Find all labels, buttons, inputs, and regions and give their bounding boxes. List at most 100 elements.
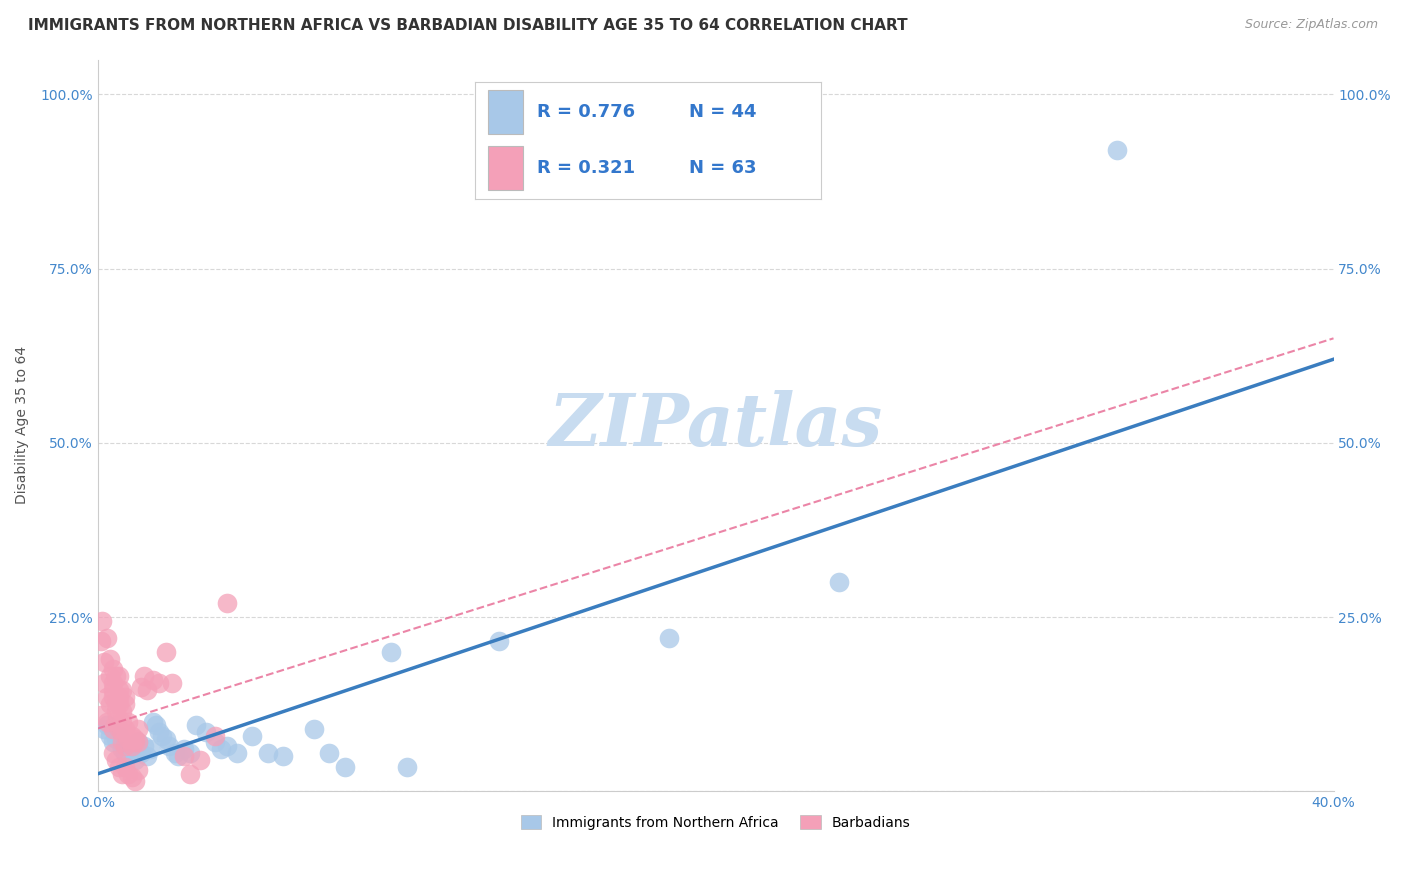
Point bbox=[188, 753, 211, 767]
Point bbox=[204, 729, 226, 743]
Point bbox=[117, 731, 139, 746]
Point bbox=[105, 714, 128, 729]
Text: IMMIGRANTS FROM NORTHERN AFRICA VS BARBADIAN DISABILITY AGE 35 TO 64 CORRELATION: IMMIGRANTS FROM NORTHERN AFRICA VS BARBA… bbox=[28, 18, 908, 33]
Point bbox=[101, 722, 124, 736]
Legend: Immigrants from Northern Africa, Barbadians: Immigrants from Northern Africa, Barbadi… bbox=[515, 810, 917, 836]
Point bbox=[108, 683, 131, 698]
Point bbox=[142, 714, 165, 729]
Point bbox=[96, 631, 118, 645]
Point bbox=[114, 760, 136, 774]
Point bbox=[96, 718, 118, 732]
Point bbox=[142, 673, 165, 687]
Point bbox=[240, 729, 263, 743]
Point bbox=[111, 683, 134, 698]
Point bbox=[179, 767, 201, 781]
Point bbox=[101, 746, 124, 760]
Point bbox=[1107, 143, 1129, 157]
Point bbox=[96, 690, 118, 705]
Point bbox=[108, 690, 131, 705]
Point bbox=[148, 725, 170, 739]
Point bbox=[127, 722, 149, 736]
Point bbox=[124, 735, 146, 749]
Point bbox=[108, 722, 131, 736]
Point bbox=[93, 722, 115, 736]
Point bbox=[160, 676, 183, 690]
Point bbox=[105, 731, 128, 746]
Point bbox=[828, 575, 851, 590]
Point bbox=[173, 749, 195, 764]
Point bbox=[121, 742, 143, 756]
Point bbox=[124, 731, 146, 746]
Text: Source: ZipAtlas.com: Source: ZipAtlas.com bbox=[1244, 18, 1378, 31]
Point bbox=[96, 714, 118, 729]
Point bbox=[333, 760, 356, 774]
Point bbox=[111, 742, 134, 756]
Point bbox=[194, 725, 217, 739]
Point bbox=[271, 749, 294, 764]
Point bbox=[108, 729, 131, 743]
Point bbox=[124, 773, 146, 788]
Point bbox=[136, 683, 159, 698]
Point bbox=[186, 718, 208, 732]
Point bbox=[91, 614, 114, 628]
Point bbox=[101, 662, 124, 676]
Point bbox=[117, 714, 139, 729]
Point bbox=[179, 746, 201, 760]
Point bbox=[167, 749, 190, 764]
Point bbox=[98, 669, 121, 683]
Point bbox=[139, 742, 162, 756]
Point bbox=[101, 690, 124, 705]
Point bbox=[173, 742, 195, 756]
Point bbox=[98, 729, 121, 743]
Point bbox=[111, 725, 134, 739]
Point bbox=[93, 676, 115, 690]
Point bbox=[225, 746, 247, 760]
Point bbox=[101, 735, 124, 749]
Point bbox=[108, 669, 131, 683]
Point bbox=[157, 739, 180, 753]
Point bbox=[155, 645, 177, 659]
Point bbox=[658, 631, 681, 645]
Point bbox=[121, 729, 143, 743]
Point bbox=[302, 722, 325, 736]
Point bbox=[98, 697, 121, 711]
Text: ZIPatlas: ZIPatlas bbox=[548, 390, 883, 461]
Point bbox=[136, 749, 159, 764]
Point bbox=[90, 634, 112, 648]
Point bbox=[101, 676, 124, 690]
Point bbox=[129, 746, 152, 760]
Point bbox=[121, 770, 143, 784]
Point bbox=[111, 714, 134, 729]
Point bbox=[152, 729, 174, 743]
Point bbox=[124, 753, 146, 767]
Point bbox=[114, 722, 136, 736]
Point bbox=[105, 753, 128, 767]
Point bbox=[111, 767, 134, 781]
Point bbox=[395, 760, 418, 774]
Point bbox=[121, 739, 143, 753]
Point bbox=[117, 767, 139, 781]
Point bbox=[204, 735, 226, 749]
Point bbox=[209, 742, 232, 756]
Point bbox=[132, 669, 155, 683]
Point bbox=[101, 683, 124, 698]
Point bbox=[127, 764, 149, 778]
Point bbox=[132, 739, 155, 753]
Point bbox=[148, 676, 170, 690]
Point bbox=[111, 704, 134, 718]
Point bbox=[114, 697, 136, 711]
Point bbox=[145, 718, 167, 732]
Point bbox=[105, 704, 128, 718]
Point bbox=[129, 680, 152, 694]
Point bbox=[127, 735, 149, 749]
Point bbox=[163, 746, 186, 760]
Point bbox=[155, 731, 177, 746]
Point bbox=[93, 656, 115, 670]
Point bbox=[256, 746, 278, 760]
Point bbox=[117, 749, 139, 764]
Point bbox=[114, 739, 136, 753]
Point bbox=[108, 760, 131, 774]
Point bbox=[488, 634, 510, 648]
Point bbox=[318, 746, 340, 760]
Y-axis label: Disability Age 35 to 64: Disability Age 35 to 64 bbox=[15, 346, 30, 505]
